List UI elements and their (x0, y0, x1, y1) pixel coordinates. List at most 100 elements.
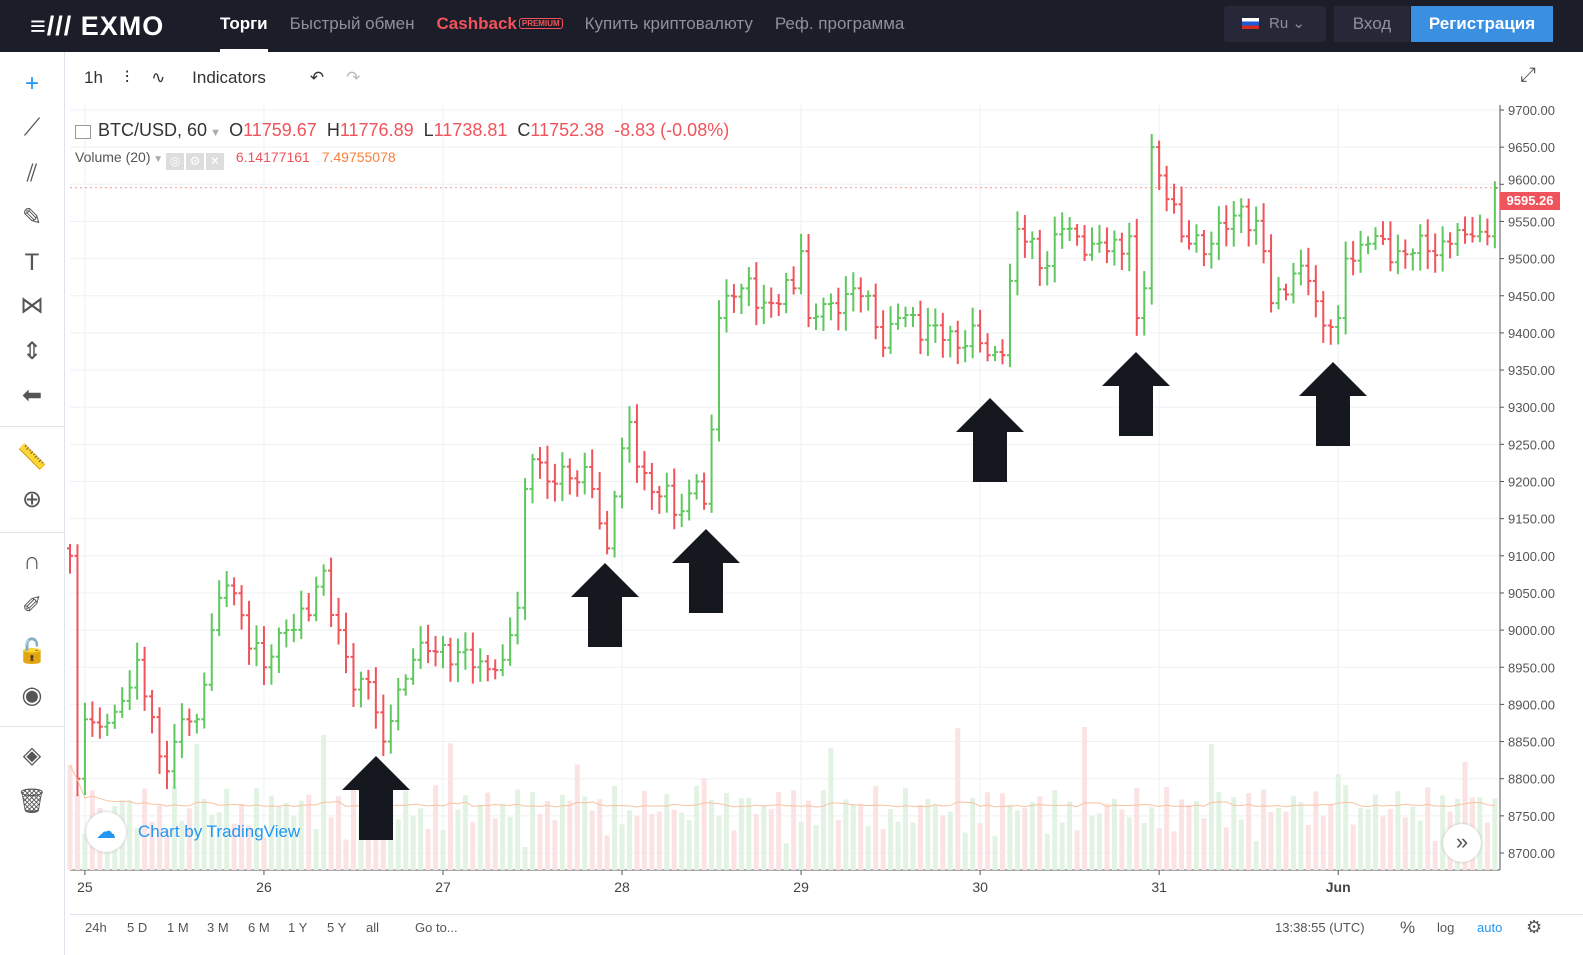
volume-bar (1216, 792, 1222, 870)
goto-button[interactable]: Go to... (415, 920, 458, 935)
tradingview-attribution[interactable]: ☁ Chart by TradingView (86, 812, 300, 852)
nav-trade[interactable]: Торги (220, 0, 268, 52)
volume-bar (932, 804, 938, 870)
y-tick-label: 9150.00 (1508, 512, 1555, 527)
lock-drawing-icon[interactable]: ✐ (21, 592, 43, 619)
volume-bar (798, 821, 804, 870)
interval-button[interactable]: 1h (84, 68, 103, 87)
y-tick-label: 9000.00 (1508, 623, 1555, 638)
range-6m[interactable]: 6 M (248, 920, 270, 935)
language-label: Ru (1269, 15, 1289, 32)
x-tick-label: 30 (972, 879, 988, 895)
brush-icon[interactable]: ✎ (21, 204, 43, 231)
scroll-to-realtime-button[interactable]: » (1443, 824, 1481, 862)
volume-bar (1186, 804, 1192, 870)
chevron-down-icon: ▼ (207, 127, 225, 139)
back-arrow-icon[interactable]: ⬅ (21, 382, 43, 409)
indicators-button[interactable]: ∿ Indicators (151, 68, 288, 88)
volume-bar (947, 811, 953, 870)
pattern-icon[interactable]: ⋈ (20, 292, 44, 319)
trend-line-icon[interactable]: ⟋ (23, 114, 41, 141)
y-tick-label: 9550.00 (1508, 214, 1555, 229)
fullscreen-icon[interactable]: ⤢ (1520, 64, 1536, 86)
y-tick-label: 8800.00 (1508, 772, 1555, 787)
volume-bar (992, 835, 998, 870)
text-icon[interactable]: T (24, 249, 40, 276)
unlock-icon[interactable]: 🔓 (17, 638, 47, 665)
volume-bar (1126, 817, 1132, 870)
crosshair-icon[interactable]: + (24, 70, 39, 97)
range-24h[interactable]: 24h (85, 920, 107, 935)
volume-bar (738, 798, 744, 870)
volume-bar (1320, 815, 1326, 870)
volume-bar (1000, 793, 1005, 870)
volume-bar (634, 815, 640, 870)
volume-bar (1283, 811, 1289, 870)
range-1y[interactable]: 1 Y (288, 920, 308, 935)
divider (0, 726, 64, 727)
nav-cashback[interactable]: Cashback PREMIUM (437, 0, 563, 52)
range-1m[interactable]: 1 M (167, 920, 189, 935)
ruler-icon[interactable]: 📏 (17, 444, 47, 471)
eye-icon[interactable]: ◎ (165, 153, 184, 170)
volume-bar (1082, 726, 1088, 870)
volume-bar (843, 799, 849, 870)
symbol-label[interactable]: BTC/USD, 60 (98, 120, 208, 140)
nav-buy-crypto[interactable]: Купить криптовалюту (584, 14, 753, 33)
range-all[interactable]: all (366, 920, 380, 935)
volume-bar (1253, 841, 1259, 870)
x-tick-label: 26 (256, 879, 272, 895)
close-label: C (517, 120, 531, 140)
gear-icon[interactable]: ⚙ (185, 153, 204, 170)
cashback-label: Cashback (436, 14, 517, 33)
range-5y[interactable]: 5 Y (327, 920, 347, 935)
close-icon[interactable]: ✕ (205, 153, 224, 170)
magnet-icon[interactable]: ∩ (23, 548, 41, 575)
volume-bar (1305, 824, 1311, 870)
bar-style-icon[interactable]: ⫶ (124, 68, 130, 87)
volume-bar (462, 795, 468, 870)
open-label: O (229, 120, 244, 140)
volume-bar (1290, 796, 1296, 870)
volume-bar (1141, 822, 1147, 870)
nav-quick-exchange[interactable]: Быстрый обмен (289, 14, 415, 33)
pitchfork-icon[interactable]: ⫽ (26, 160, 38, 187)
volume-bar (895, 821, 901, 870)
logo-text: EXMO (80, 10, 165, 41)
volume-bar (425, 829, 431, 870)
drawing-toolbar: + ⟋ ⫽ ✎ T ⋈ ⇕ ⬅ 📏 ⊕ ∩ ✐ 🔓 ◉ ◈ 🗑 (0, 52, 65, 955)
layers-icon[interactable]: ◈ (22, 742, 42, 769)
percent-toggle[interactable]: % (1400, 918, 1416, 937)
volume-bar (582, 796, 588, 870)
volume-bar (641, 790, 647, 870)
log-toggle[interactable]: log (1437, 920, 1455, 935)
trash-icon[interactable]: 🗑 (16, 788, 48, 815)
volume-bar (917, 804, 923, 870)
register-button[interactable]: Регистрация (1411, 6, 1553, 42)
exmo-logo[interactable]: ≡/// EXMO (30, 11, 220, 42)
zoom-in-icon[interactable]: ⊕ (21, 486, 43, 513)
close-value: 11752.38 (530, 120, 605, 140)
volume-bar (1246, 793, 1252, 870)
auto-toggle[interactable]: auto (1477, 920, 1503, 935)
volume-bar (873, 786, 879, 870)
volume-label[interactable]: Volume (20) (75, 149, 151, 165)
volume-bar (544, 800, 550, 870)
volume-bar (1134, 787, 1140, 870)
nav-referral[interactable]: Реф. программа (774, 14, 905, 33)
range-3m[interactable]: 3 M (207, 920, 229, 935)
collapse-icon[interactable] (75, 125, 91, 139)
undo-icon[interactable]: ↶ (309, 68, 325, 87)
volume-bar (1014, 810, 1020, 870)
redo-icon[interactable]: ↷ (346, 68, 361, 87)
clock[interactable]: 13:38:55 (UTC) (1275, 920, 1365, 935)
login-button[interactable]: Вход (1334, 6, 1410, 42)
volume-bar (1171, 831, 1177, 870)
language-select[interactable]: Ru ⌄ (1224, 6, 1326, 42)
volume-bar (723, 793, 729, 870)
range-5d[interactable]: 5 D (127, 920, 148, 935)
eye-icon[interactable]: ◉ (21, 682, 43, 709)
measure-lines-icon[interactable]: ⇕ (21, 338, 43, 365)
last-price-label: 9595.26 (1500, 192, 1560, 210)
gear-icon[interactable]: ⚙ (1526, 917, 1543, 937)
